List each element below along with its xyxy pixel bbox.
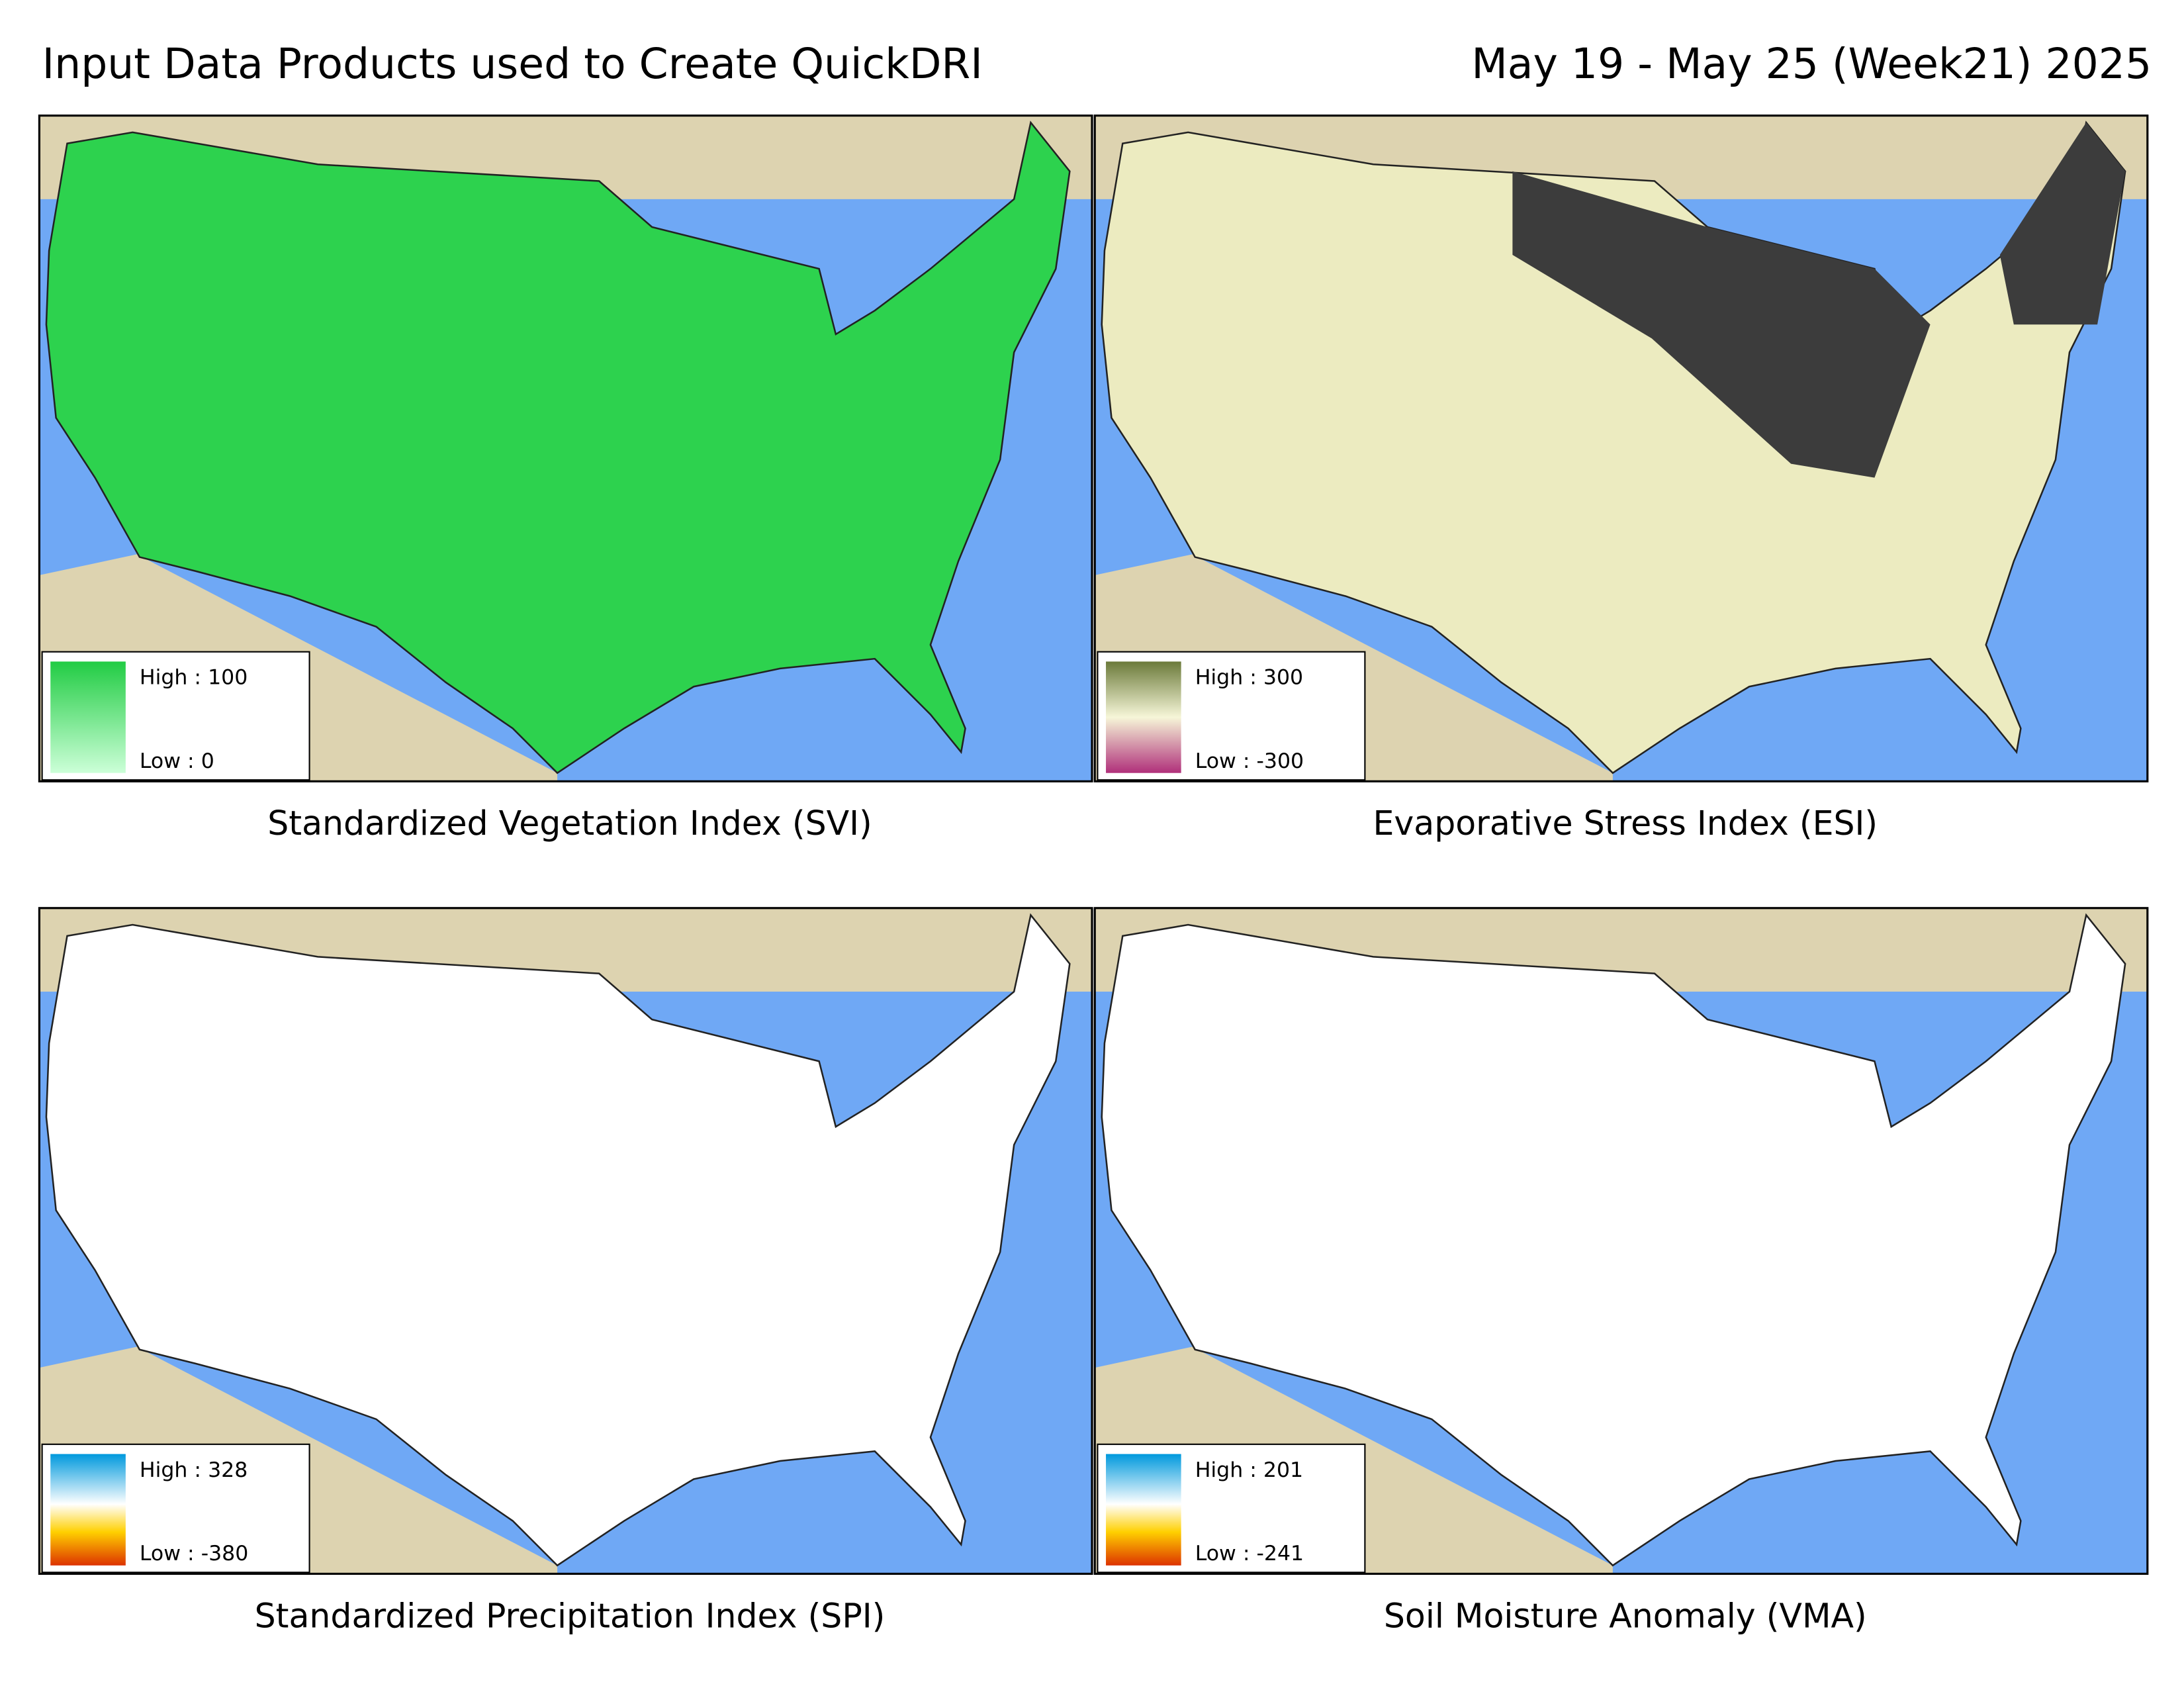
map-panel: High : 201 Low : -241 <box>1093 907 2149 1575</box>
map-panel: High : 300 Low : -300 <box>1093 115 2149 782</box>
map-panel: High : 100 Low : 0 <box>38 115 1093 782</box>
panel-caption: Standardized Vegetation Index (SVI) <box>267 804 872 843</box>
legend-high: High : 300 <box>1195 666 1303 690</box>
legend-low: Low : 0 <box>140 749 214 773</box>
panel-border <box>38 115 1093 782</box>
panel-border <box>38 907 1093 1575</box>
map-panel: High : 328 Low : -380 <box>38 907 1093 1575</box>
legend-high: High : 328 <box>140 1458 248 1482</box>
esi-dark <box>1999 122 2126 325</box>
legend-low: Low : -241 <box>1195 1542 1304 1566</box>
legend-high: High : 201 <box>1195 1458 1303 1482</box>
panel-caption: Evaporative Stress Index (ESI) <box>1373 804 1878 843</box>
legend-swatch <box>1106 1454 1181 1566</box>
legend-low: Low : -300 <box>1195 749 1304 773</box>
legend-swatch <box>50 661 126 773</box>
panel-caption: Standardized Precipitation Index (SPI) <box>255 1596 886 1635</box>
panel-caption: Soil Moisture Anomaly (VMA) <box>1384 1596 1867 1635</box>
panel-border <box>1093 907 2149 1575</box>
legend-high: High : 100 <box>140 666 248 690</box>
legend-swatch <box>50 1454 126 1566</box>
esi-dark <box>1512 171 1931 478</box>
title: Input Data Products used to Create Quick… <box>42 39 983 88</box>
legend-swatch <box>1106 661 1181 773</box>
legend-low: Low : -380 <box>140 1542 248 1566</box>
date: May 19 - May 25 (Week21) 2025 <box>1471 39 2152 88</box>
panel-border <box>1093 115 2149 782</box>
